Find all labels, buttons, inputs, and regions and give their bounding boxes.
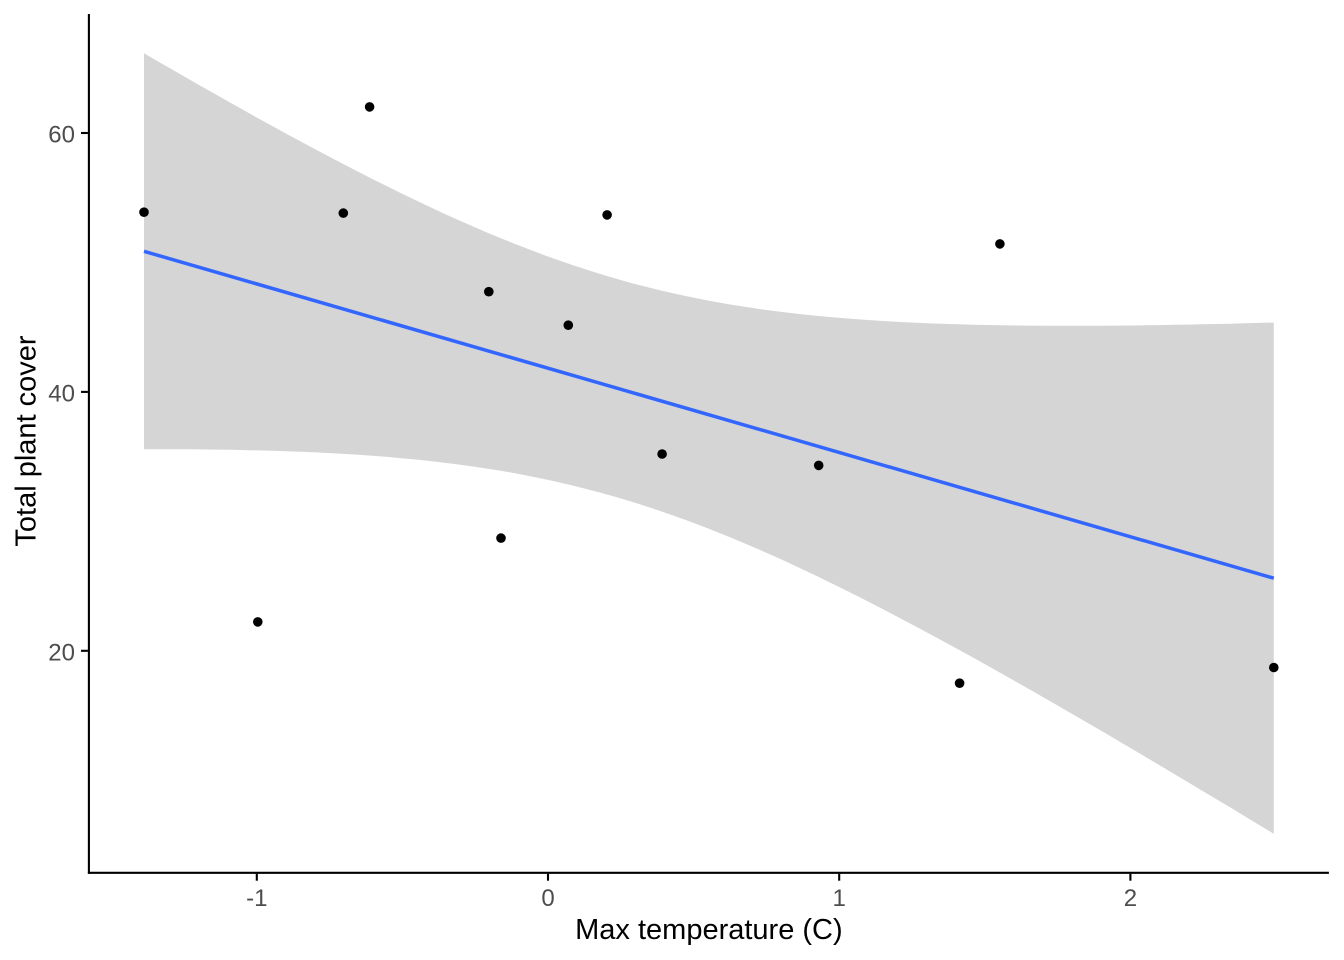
svg-text:Max temperature (C): Max temperature (C) [575,914,843,946]
svg-text:40: 40 [48,381,75,408]
svg-text:20: 20 [48,639,75,666]
svg-text:60: 60 [48,122,75,149]
svg-text:0: 0 [541,885,554,912]
svg-text:2: 2 [1124,885,1137,912]
svg-text:Total plant cover: Total plant cover [11,335,43,547]
svg-text:-1: -1 [246,885,267,912]
svg-text:1: 1 [833,885,846,912]
